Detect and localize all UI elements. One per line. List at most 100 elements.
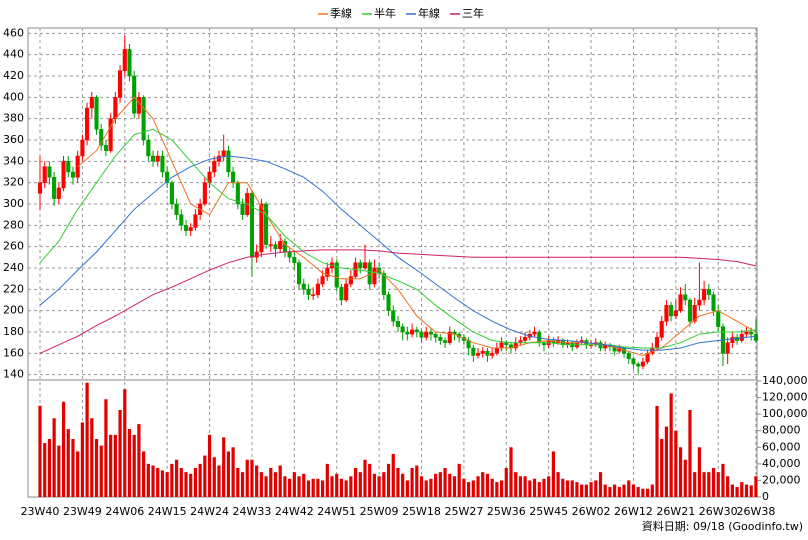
candle-body — [169, 182, 174, 205]
x-tick-label: 25W18 — [402, 505, 441, 518]
volume-bar — [391, 453, 395, 497]
volume-bar — [641, 488, 645, 497]
y2-tick-label: 100,000 — [762, 407, 808, 420]
volume-bar — [368, 463, 372, 497]
candle-body — [47, 166, 52, 178]
volume-bar — [311, 478, 315, 497]
volume-bar — [754, 476, 758, 497]
candle-body — [443, 340, 448, 343]
candle-body — [475, 353, 481, 356]
volume-bar — [184, 472, 188, 497]
candle-body — [325, 267, 330, 277]
volume-bar — [693, 472, 697, 497]
candle-body — [362, 262, 368, 269]
volume-bar — [650, 484, 654, 497]
volume-bar — [603, 484, 607, 497]
candle-body — [626, 353, 631, 359]
y2-tick-label: 120,000 — [762, 391, 808, 404]
candle-body — [89, 97, 94, 109]
volume-bar — [90, 418, 94, 497]
candle-body — [414, 329, 419, 333]
volume-bar — [217, 465, 221, 497]
volume-bar — [61, 401, 66, 497]
candle-body — [94, 97, 99, 130]
x-tick-label: 24W24 — [190, 505, 229, 518]
volume-bar — [622, 484, 626, 497]
volume-bar — [316, 478, 320, 497]
volume-bar — [467, 482, 471, 497]
volume-bar — [179, 468, 183, 497]
volume-bar — [104, 399, 108, 497]
x-tick-label: 26W38 — [736, 505, 775, 518]
volume-bar — [38, 405, 42, 497]
volume-bar — [123, 389, 127, 497]
volume-bar — [561, 478, 565, 497]
candle-body — [504, 342, 509, 346]
volume-bar — [688, 410, 692, 497]
volume-bar — [499, 480, 504, 497]
volume-bar — [142, 451, 146, 497]
volume-bar — [730, 484, 734, 497]
candle-body — [640, 361, 645, 367]
volume-bar — [678, 447, 683, 497]
candle-body — [405, 331, 410, 335]
volume-bar — [302, 473, 306, 497]
candle-body — [348, 276, 353, 285]
candle-body — [292, 257, 297, 263]
volume-bar — [542, 478, 546, 497]
volume-bar — [156, 468, 160, 497]
candle-body — [664, 305, 669, 322]
volume-bar — [358, 472, 362, 497]
candle-body — [697, 299, 702, 306]
y2-tick-label: 140,000 — [762, 374, 808, 387]
legend-label: 年線 — [418, 6, 440, 20]
volume-bar — [283, 476, 287, 497]
legend-label: 三年 — [462, 6, 484, 20]
volume-bar — [589, 482, 593, 497]
volume-bar — [617, 487, 621, 497]
volume-bar — [532, 478, 537, 497]
volume-bar — [160, 470, 165, 497]
volume-bar — [236, 468, 240, 497]
volume-bar — [481, 472, 485, 497]
volume-bar — [207, 434, 212, 497]
volume-bar — [189, 473, 193, 497]
volume-bar — [321, 480, 325, 497]
volume-bar — [490, 478, 494, 497]
candle-body — [80, 139, 85, 157]
volume-bar — [76, 451, 80, 497]
candle-body — [395, 321, 401, 327]
volume-bar — [608, 487, 612, 497]
ma-line — [77, 96, 757, 357]
candle-body — [70, 171, 76, 178]
volume-bar — [325, 463, 329, 497]
candle-body — [706, 289, 711, 295]
y2-tick-label: 60,000 — [762, 440, 801, 453]
volume-bar — [330, 476, 334, 497]
candle-body — [692, 305, 697, 322]
volume-bar — [443, 468, 447, 497]
volume-bar — [452, 476, 457, 497]
candle-body — [297, 262, 302, 285]
y-tick-label: 160 — [3, 346, 24, 359]
volume-bar — [288, 478, 292, 497]
candle-body — [480, 350, 485, 354]
candle-body — [306, 289, 311, 295]
candle-body — [155, 155, 160, 162]
volume-bar — [132, 434, 136, 497]
y-tick-label: 420 — [3, 69, 24, 82]
volume-bar — [245, 459, 249, 497]
candle-body — [165, 171, 170, 183]
candle-body — [410, 329, 415, 335]
candle-body — [66, 161, 71, 173]
x-tick-label: 26W21 — [656, 505, 695, 518]
y-tick-label: 380 — [3, 112, 24, 125]
y2-tick-label: 20,000 — [762, 473, 801, 486]
candle-body — [249, 193, 254, 258]
candle-body — [268, 244, 273, 246]
volume-bar — [255, 465, 259, 497]
x-tick-label: 25W09 — [360, 505, 399, 518]
volume-bar — [707, 472, 711, 497]
x-tick-label: 24W51 — [317, 505, 356, 518]
volume-bar — [674, 430, 678, 497]
